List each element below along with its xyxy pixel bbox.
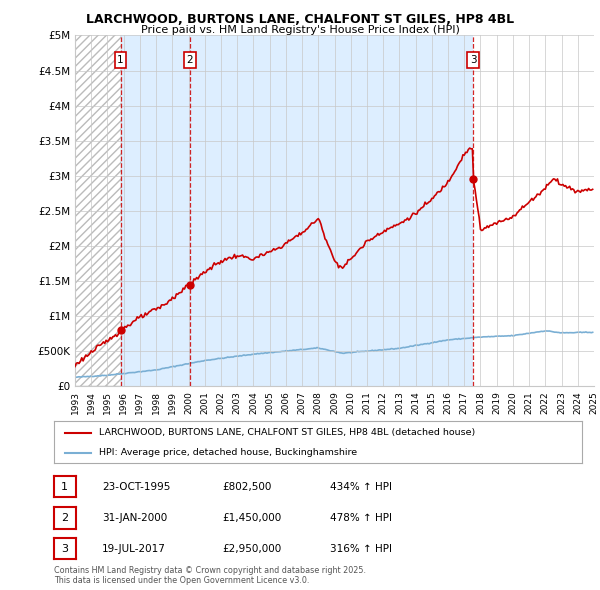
Bar <box>75 35 121 386</box>
Text: £1,450,000: £1,450,000 <box>222 513 281 523</box>
Text: 3: 3 <box>470 55 476 65</box>
Text: LARCHWOOD, BURTONS LANE, CHALFONT ST GILES, HP8 4BL (detached house): LARCHWOOD, BURTONS LANE, CHALFONT ST GIL… <box>99 428 475 437</box>
Text: 1: 1 <box>117 55 124 65</box>
Text: Price paid vs. HM Land Registry's House Price Index (HPI): Price paid vs. HM Land Registry's House … <box>140 25 460 35</box>
Text: 19-JUL-2017: 19-JUL-2017 <box>102 544 166 553</box>
Text: 434% ↑ HPI: 434% ↑ HPI <box>330 482 392 491</box>
Text: 316% ↑ HPI: 316% ↑ HPI <box>330 544 392 553</box>
Text: £802,500: £802,500 <box>222 482 271 491</box>
Text: 2: 2 <box>187 55 193 65</box>
Bar <box>190 35 473 386</box>
Bar <box>121 35 190 386</box>
Text: 31-JAN-2000: 31-JAN-2000 <box>102 513 167 523</box>
Text: Contains HM Land Registry data © Crown copyright and database right 2025.
This d: Contains HM Land Registry data © Crown c… <box>54 566 366 585</box>
Text: 478% ↑ HPI: 478% ↑ HPI <box>330 513 392 523</box>
Text: 2: 2 <box>61 513 68 523</box>
Text: 23-OCT-1995: 23-OCT-1995 <box>102 482 170 491</box>
Text: 1: 1 <box>61 482 68 491</box>
Text: £2,950,000: £2,950,000 <box>222 544 281 553</box>
Text: HPI: Average price, detached house, Buckinghamshire: HPI: Average price, detached house, Buck… <box>99 448 357 457</box>
Text: LARCHWOOD, BURTONS LANE, CHALFONT ST GILES, HP8 4BL: LARCHWOOD, BURTONS LANE, CHALFONT ST GIL… <box>86 13 514 26</box>
Text: 3: 3 <box>61 544 68 553</box>
